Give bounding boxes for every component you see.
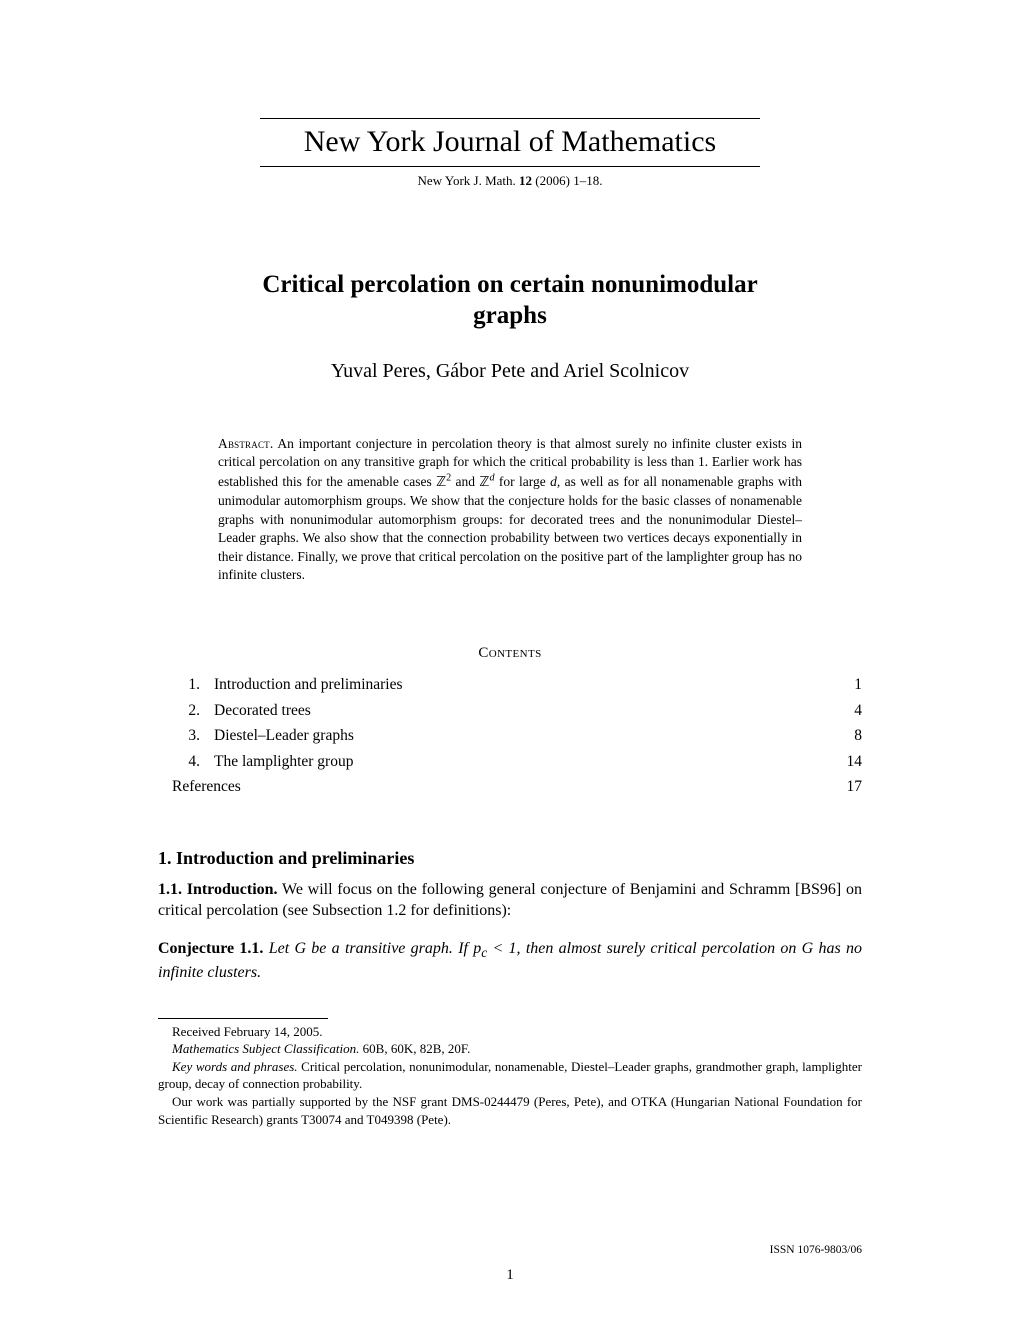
toc-title: The lamplighter group bbox=[214, 749, 832, 775]
toc-title: Diestel–Leader graphs bbox=[214, 723, 832, 749]
conjecture-label: Conjecture 1.1. bbox=[158, 940, 263, 957]
conjecture-body: Let G be a transitive graph. If pc < 1, … bbox=[158, 940, 862, 981]
section-heading: 1. Introduction and preliminaries bbox=[158, 848, 862, 869]
footnote-funding: Our work was partially supported by the … bbox=[158, 1093, 862, 1128]
page-number: 1 bbox=[0, 1267, 1020, 1284]
msc-label: Mathematics Subject Classification. bbox=[172, 1041, 359, 1056]
toc-number: 3. bbox=[158, 723, 214, 749]
toc-title: Decorated trees bbox=[214, 698, 832, 724]
toc-row: References 17 bbox=[158, 774, 862, 800]
authors: Yuval Peres, Gábor Pete and Ariel Scolni… bbox=[158, 360, 862, 383]
footnotes: Received February 14, 2005. Mathematics … bbox=[158, 1023, 862, 1128]
toc-page: 14 bbox=[832, 749, 862, 775]
abstract-text: An important conjecture in percolation t… bbox=[218, 436, 802, 583]
journal-block: New York Journal of Mathematics New York… bbox=[260, 118, 760, 189]
footnote-rule bbox=[158, 1018, 328, 1019]
contents-heading: Contents bbox=[158, 645, 862, 662]
toc-number: 4. bbox=[158, 749, 214, 775]
toc-number: 1. bbox=[158, 672, 214, 698]
journal-ref-prefix: New York J. Math. bbox=[418, 173, 516, 188]
footnote-received: Received February 14, 2005. bbox=[158, 1023, 862, 1041]
abstract: Abstract. An important conjecture in per… bbox=[218, 435, 802, 586]
toc-page: 8 bbox=[832, 723, 862, 749]
toc-row: 4. The lamplighter group 14 bbox=[158, 749, 862, 775]
title-line-2: graphs bbox=[473, 302, 547, 329]
subsection-intro: 1.1. Introduction. We will focus on the … bbox=[158, 879, 862, 922]
paper-title: Critical percolation on certain nonunimo… bbox=[158, 269, 862, 332]
toc-page: 4 bbox=[832, 698, 862, 724]
journal-volume: 12 bbox=[519, 173, 532, 188]
journal-reference: New York J. Math. 12 (2006) 1–18. bbox=[260, 173, 760, 189]
issn: ISSN 1076-9803/06 bbox=[770, 1244, 862, 1256]
title-line-1: Critical percolation on certain nonunimo… bbox=[262, 271, 757, 298]
toc-page: 1 bbox=[832, 672, 862, 698]
toc-row: 3. Diestel–Leader graphs 8 bbox=[158, 723, 862, 749]
conjecture: Conjecture 1.1. Let G be a transitive gr… bbox=[158, 938, 862, 984]
subsection-label: 1.1. Introduction. bbox=[158, 881, 278, 898]
toc-row: 2. Decorated trees 4 bbox=[158, 698, 862, 724]
toc-page: 17 bbox=[832, 774, 862, 800]
toc-title: Introduction and preliminaries bbox=[214, 672, 832, 698]
toc-row: 1. Introduction and preliminaries 1 bbox=[158, 672, 862, 698]
footnote-keywords: Key words and phrases. Critical percolat… bbox=[158, 1058, 862, 1093]
toc-number: 2. bbox=[158, 698, 214, 724]
table-of-contents: 1. Introduction and preliminaries 1 2. D… bbox=[158, 672, 862, 800]
msc-value: 60B, 60K, 82B, 20F. bbox=[363, 1041, 471, 1056]
footnote-msc: Mathematics Subject Classification. 60B,… bbox=[158, 1040, 862, 1058]
keywords-label: Key words and phrases. bbox=[172, 1059, 298, 1074]
toc-title: References bbox=[172, 774, 832, 800]
journal-year-pages: (2006) 1–18. bbox=[535, 173, 602, 188]
abstract-label: Abstract. bbox=[218, 436, 273, 451]
journal-name: New York Journal of Mathematics bbox=[260, 118, 760, 167]
